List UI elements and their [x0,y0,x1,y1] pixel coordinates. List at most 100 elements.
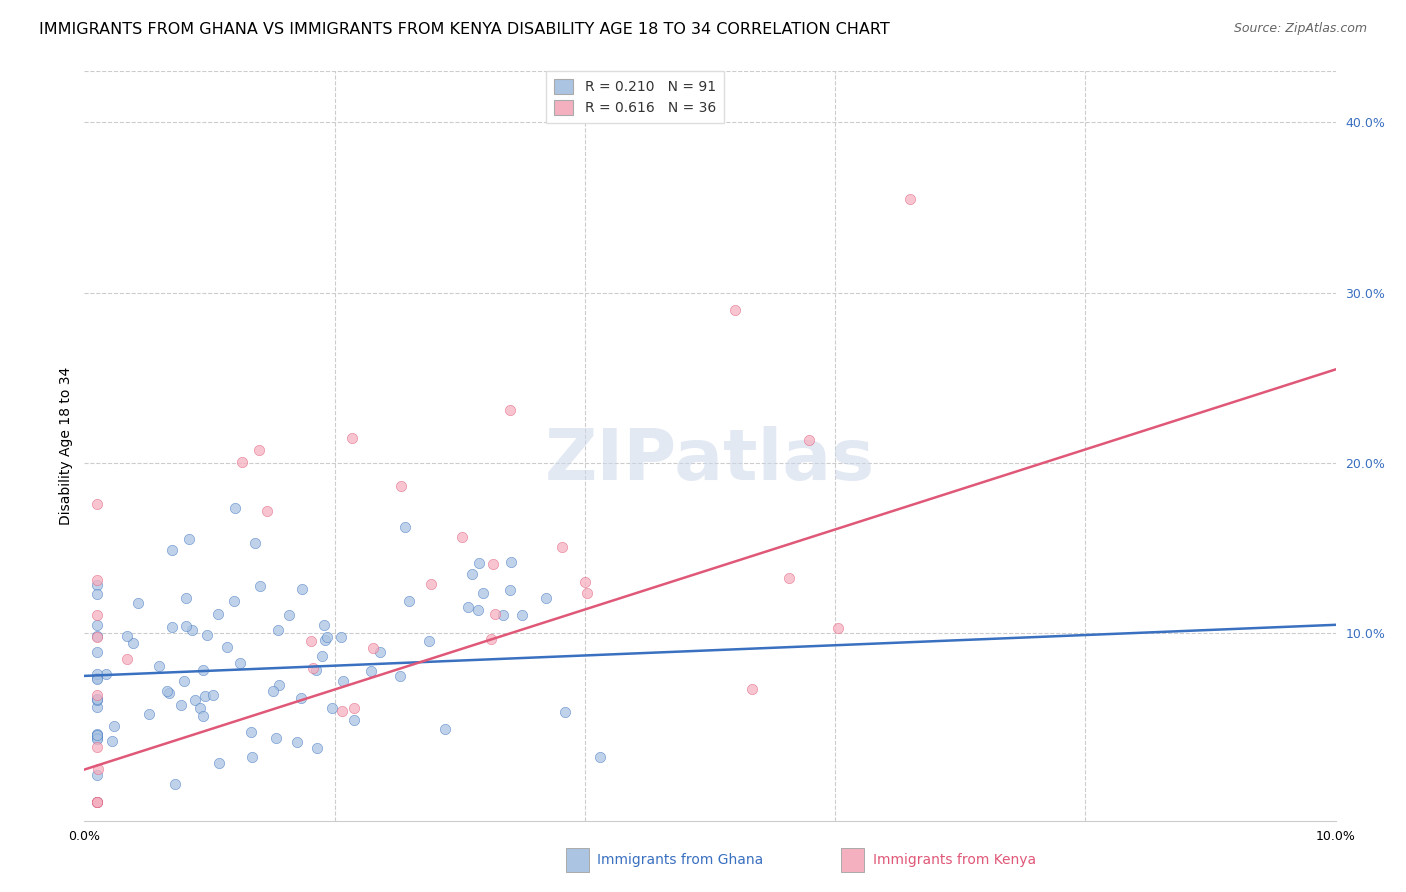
Point [256,504,278,518]
Point [86,693,108,707]
Point [510,607,533,622]
Point [589,749,612,764]
Point [468,556,491,570]
Point [312,618,335,632]
Point [115,629,138,643]
Point [332,674,354,689]
Point [472,585,495,599]
Point [498,582,520,597]
Point [434,722,457,736]
Point [269,678,291,692]
Point [86,629,108,643]
Point [467,603,489,617]
Text: Source: ZipAtlas.com: Source: ZipAtlas.com [1233,22,1367,36]
Point [231,455,253,469]
Point [207,607,229,621]
Point [201,688,224,702]
Point [174,591,197,605]
Point [741,682,763,697]
Point [277,608,299,623]
Point [482,557,505,571]
Point [240,750,263,764]
Point [194,689,217,703]
Point [398,594,420,608]
Point [305,664,328,678]
Text: ZIPatlas: ZIPatlas [546,426,875,495]
Point [86,671,108,685]
Point [457,599,479,614]
Point [148,659,170,673]
Point [195,628,218,642]
Point [302,661,325,675]
Point [299,634,322,648]
Point [360,664,382,678]
Point [86,692,108,706]
Point [86,728,108,742]
Point [368,645,391,659]
Point [249,579,271,593]
Point [247,442,270,457]
Point [163,776,186,790]
Text: Immigrants from Ghana: Immigrants from Ghana [598,853,763,867]
Point [290,690,312,705]
Point [127,596,149,610]
Point [86,630,108,644]
Point [574,574,596,589]
Point [191,708,214,723]
Point [898,192,921,206]
Point [827,621,849,635]
Point [115,652,138,666]
Point [479,632,502,646]
Point [217,640,239,655]
Point [418,633,440,648]
Text: IMMIGRANTS FROM GHANA VS IMMIGRANTS FROM KENYA DISABILITY AGE 18 TO 34 CORRELATI: IMMIGRANTS FROM GHANA VS IMMIGRANTS FROM… [39,22,890,37]
Point [291,582,314,597]
Point [361,640,384,655]
Point [492,608,515,623]
Point [389,478,412,492]
Point [208,756,231,770]
Point [321,701,343,715]
Point [499,403,522,417]
Point [499,555,522,569]
Point [262,683,284,698]
Point [138,706,160,721]
Point [394,520,416,534]
Legend: R = 0.210   N = 91, R = 0.616   N = 36: R = 0.210 N = 91, R = 0.616 N = 36 [546,70,724,123]
Point [86,672,108,686]
Point [86,795,108,809]
Point [267,623,290,637]
Point [86,731,108,746]
Point [184,693,207,707]
Point [264,731,287,745]
Point [554,705,576,719]
Point [576,586,599,600]
Point [343,701,366,715]
Point [96,666,118,681]
Y-axis label: Disability Age 18 to 34: Disability Age 18 to 34 [59,367,73,525]
Point [86,688,108,702]
Point [86,739,108,754]
Point [484,607,506,621]
Point [86,728,108,742]
Point [534,591,557,606]
Point [188,701,211,715]
Point [86,574,108,588]
Point [181,624,204,638]
Point [170,698,193,712]
Point [419,577,441,591]
Point [330,704,353,718]
Point [86,699,108,714]
Point [86,768,108,782]
Point [240,725,263,739]
Point [314,633,336,648]
Point [316,630,339,644]
Point [86,645,108,659]
Point [285,735,308,749]
Point [229,657,252,671]
Point [461,566,484,581]
Point [86,795,108,809]
Point [101,734,124,748]
Point [451,530,474,544]
Point [342,432,364,446]
